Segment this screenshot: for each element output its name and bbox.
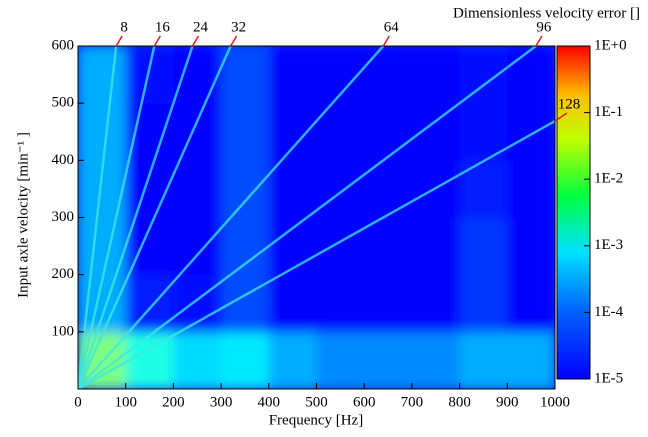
heat-cell	[507, 46, 555, 104]
heat-cell	[316, 331, 365, 389]
x-tick-label: 1000	[540, 394, 570, 410]
heat-cell	[459, 331, 508, 389]
heat-cell	[173, 103, 222, 161]
y-tick-label: 600	[52, 37, 75, 53]
x-tick-label: 800	[448, 394, 471, 410]
heat-cell	[221, 46, 270, 104]
colorbar-tick-label: 1E-5	[594, 370, 623, 386]
x-tick-label: 200	[162, 394, 185, 410]
heat-cell	[316, 160, 365, 218]
order-label: 32	[231, 19, 246, 35]
order-lines	[78, 46, 555, 389]
heat-cell	[268, 217, 317, 276]
order-label: 8	[120, 19, 128, 35]
order-line	[78, 46, 118, 389]
order-line	[78, 46, 537, 389]
heat-cell	[221, 217, 270, 276]
order-line	[78, 46, 156, 389]
order-line	[78, 119, 555, 389]
heatmap	[78, 46, 555, 389]
heat-cell	[507, 103, 555, 161]
heat-cell	[268, 274, 317, 333]
order-label: 128	[558, 96, 581, 112]
heat-cell	[173, 217, 222, 276]
order-label: 24	[193, 19, 209, 35]
heat-cell	[364, 46, 413, 104]
heat-cell	[173, 160, 222, 218]
y-tick-label: 100	[52, 323, 75, 339]
heat-cell	[364, 103, 413, 161]
colorbar-tick-label: 1E-1	[594, 104, 623, 120]
heat-cell	[459, 217, 508, 276]
heat-cell	[411, 331, 461, 389]
y-tick-label: 300	[52, 209, 75, 225]
heat-cell	[221, 331, 270, 389]
heat-cell	[411, 46, 461, 104]
x-tick-label: 100	[114, 394, 137, 410]
order-pointer	[229, 35, 238, 47]
heat-cells	[78, 46, 555, 389]
order-pointer	[535, 35, 543, 47]
order-pointer	[153, 35, 161, 47]
x-tick-label: 500	[305, 394, 328, 410]
x-tick-label: 300	[210, 394, 233, 410]
heat-cell	[221, 160, 270, 218]
y-tick-label: 500	[52, 95, 75, 111]
colorbar	[556, 45, 591, 380]
x-tick-label: 0	[74, 394, 82, 410]
colorbar-tick-label: 1E-4	[594, 304, 624, 320]
order-line	[78, 46, 232, 389]
heat-cell	[411, 217, 461, 276]
heat-cell	[459, 46, 508, 104]
x-tick-label: 400	[258, 394, 281, 410]
order-label: 96	[536, 19, 552, 35]
colorbar-title: Dimensionless velocity error []	[453, 5, 640, 21]
heat-cell	[316, 217, 365, 276]
order-line	[78, 46, 194, 389]
colorbar-tick-label: 1E-3	[594, 237, 623, 253]
heat-cell	[125, 103, 174, 161]
order-label: 16	[155, 19, 171, 35]
y-tick-label: 400	[52, 152, 75, 168]
order-pointer	[382, 35, 390, 47]
heat-cell	[507, 217, 555, 276]
order-pointer	[115, 35, 123, 47]
heat-cell	[268, 331, 317, 389]
x-axis-label: Frequency [Hz]	[269, 412, 364, 428]
heat-cell	[173, 331, 222, 389]
heat-cell	[316, 274, 365, 333]
colorbar-tick-label: 1E-2	[594, 171, 623, 187]
heat-cell	[364, 274, 413, 333]
order-pointer	[554, 112, 568, 122]
y-axis-label: Input axle velocity [min⁻¹ ]	[15, 132, 31, 298]
heat-cell	[125, 331, 174, 389]
heat-cell	[221, 103, 270, 161]
heat-cell	[507, 160, 555, 218]
heat-cell	[268, 160, 317, 218]
order-label: 64	[384, 19, 400, 35]
heat-cell	[411, 274, 461, 333]
heat-cell	[268, 103, 317, 161]
heat-cell	[459, 160, 508, 218]
order-pointer	[191, 35, 200, 47]
heat-cell	[268, 46, 317, 104]
heat-cell	[173, 274, 222, 333]
heat-cell	[173, 46, 222, 104]
heat-cell	[364, 331, 413, 389]
heat-cell	[507, 274, 555, 333]
order-line	[78, 46, 385, 389]
heat-cell	[78, 46, 127, 104]
heat-cell	[507, 331, 555, 389]
heat-cell	[78, 103, 127, 161]
x-tick-label: 600	[353, 394, 376, 410]
x-tick-label: 900	[496, 394, 519, 410]
heat-cell	[125, 46, 174, 104]
x-tick-label: 700	[401, 394, 424, 410]
heat-cell	[364, 217, 413, 276]
heat-cell	[459, 274, 508, 333]
y-tick-label: 200	[52, 266, 75, 282]
colorbar-tick-label: 1E+0	[594, 37, 627, 53]
